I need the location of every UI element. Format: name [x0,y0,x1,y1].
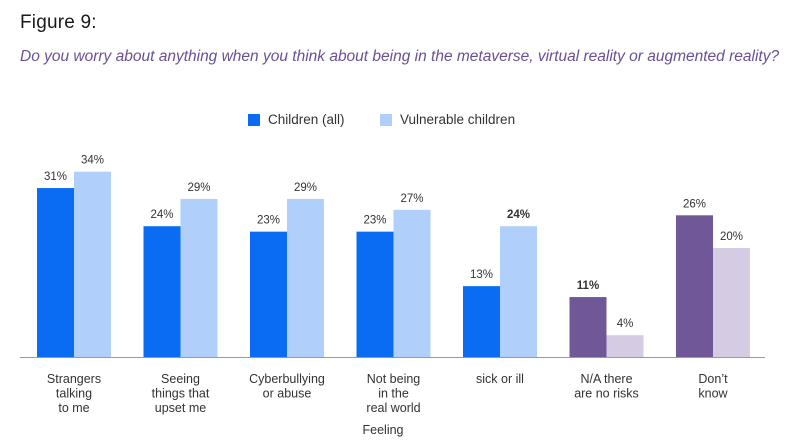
x-tick-label-3: Not being in the real world [366,372,420,415]
x-tick-label-5: N/A there are no risks [574,372,639,401]
data-label-vulnerable-4: 24% [507,209,530,221]
legend-item-vulnerable: Vulnerable children [380,112,515,127]
x-tick-label-6: Don’t know [698,372,728,401]
data-label-vulnerable-1: 29% [187,182,210,194]
data-label-vulnerable-3: 27% [400,193,423,205]
bar-children-all-4 [463,286,500,357]
x-tick-label-4: sick or ill [476,372,524,386]
data-label-vulnerable-5: 4% [617,318,634,330]
bar-vulnerable-6 [713,248,750,357]
legend-swatch-vulnerable [380,113,392,126]
x-tick-label-2: Cyberbullying or abuse [249,372,325,401]
x-axis-label: Feeling [363,423,404,437]
data-label-vulnerable-6: 20% [720,231,743,243]
bar-vulnerable-0 [74,171,111,357]
chart-question: Do you worry about anything when you thi… [20,48,780,65]
x-tick-label-0: Strangers talking to me [47,372,101,415]
data-label-children-all-1: 24% [150,209,173,221]
legend-item-children-all: Children (all) [248,112,345,127]
data-label-children-all-4: 13% [470,269,493,281]
legend-label-vulnerable: Vulnerable children [400,112,516,127]
bar-children-all-5 [569,297,607,357]
data-label-children-all-3: 23% [363,215,386,227]
data-label-vulnerable-0: 34% [81,155,104,167]
data-label-children-all-2: 23% [257,215,280,227]
bar-vulnerable-3 [393,209,431,357]
bar-children-all-2 [250,231,287,357]
bar-vulnerable-1 [180,198,218,357]
figure-label: Figure 9: [20,12,97,33]
bar-children-all-6 [676,215,713,357]
legend-label-children-all: Children (all) [268,112,345,127]
bar-children-all-0 [37,188,74,357]
data-label-vulnerable-2: 29% [294,182,317,194]
bar-vulnerable-4 [500,226,537,357]
bar-children-all-1 [143,226,181,357]
data-label-children-all-6: 26% [683,198,706,210]
bar-vulnerable-5 [606,335,644,357]
bar-children-all-3 [356,231,394,357]
legend-swatch-children-all [248,113,260,126]
x-tick-label-1: Seeing things that upset me [152,372,210,415]
data-label-children-all-0: 31% [44,171,67,183]
bar-vulnerable-2 [287,198,324,357]
data-label-children-all-5: 11% [577,280,599,292]
